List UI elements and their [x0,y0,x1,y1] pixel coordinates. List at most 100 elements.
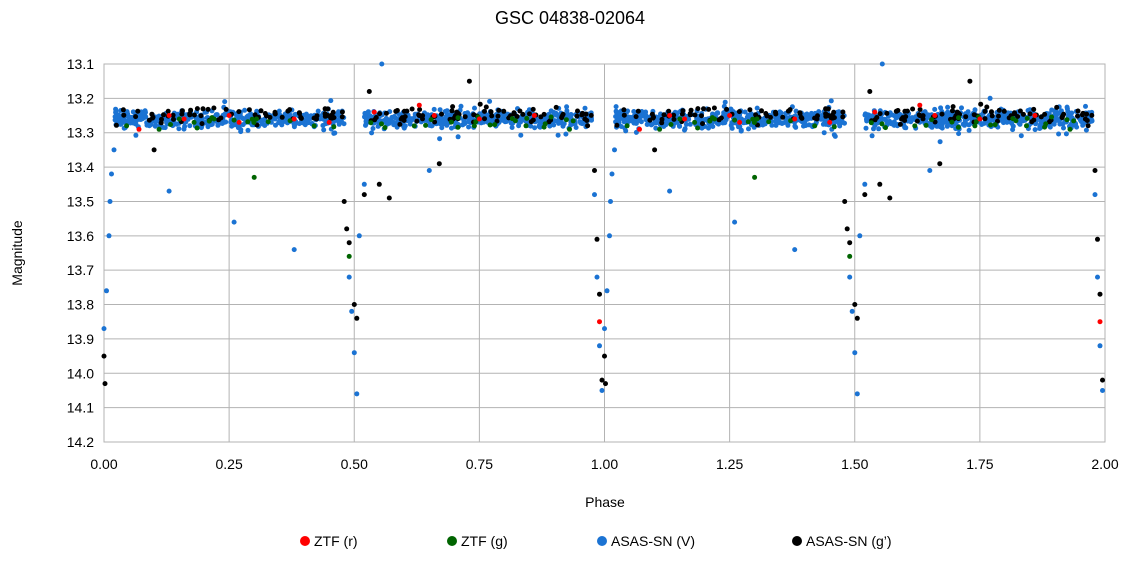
asas-sn-v-point [245,127,251,133]
asas-sn-g-point [477,101,483,107]
asas-sn-v-point [564,104,570,110]
asas-sn-g-point [829,112,835,118]
ztf-g-point [1042,124,1048,130]
ztf-g-point [251,174,257,180]
ztf-r-point [597,319,602,325]
ztf-g-point [695,125,701,131]
asas-sn-g-point [1027,111,1033,117]
asas-sn-v-point [426,168,432,173]
asas-sn-v-point [1083,103,1088,109]
ztf-g-point [448,119,454,125]
asas-sn-v-point [927,168,933,173]
asas-sn-g-point [594,236,600,242]
asas-sn-v-point [320,123,326,128]
asas-sn-g-point [635,108,641,114]
ztf-r-point [166,113,172,118]
ztf-g-point [487,122,493,128]
asas-sn-g-point [825,113,831,118]
ztf-g-point [411,123,417,129]
asas-sn-v-point [882,116,888,122]
asas-sn-v-point [379,61,385,67]
asas-sn-v-point [831,119,837,125]
asas-sn-g-point [297,111,303,117]
asas-sn-v-point [1053,113,1059,119]
x-tick-label: 2.00 [1091,456,1118,472]
legend-label: ZTF (r) [314,533,358,549]
asas-sn-v-point [390,119,396,125]
ztf-r-point [827,119,833,125]
asas-sn-v-point [683,121,689,127]
ztf-r-point [637,126,642,132]
asas-sn-g-point [910,106,916,112]
asas-sn-v-point [291,247,297,253]
y-axis-ticks: 13.1 13.2 13.3 13.4 13.5 13.6 13.7 13.8 13.9 14.0… [67,56,94,450]
asas-sn-g-point [495,113,501,119]
asas-sn-g-point [314,116,319,122]
asas-sn-v-point [732,219,738,225]
asas-sn-v-point [592,192,597,198]
ztf-g-point [455,124,461,130]
asas-sn-v-point [370,126,376,131]
asas-sn-g-point [170,112,176,118]
asas-sn-v-point [922,109,928,115]
asas-sn-g-point [603,381,608,387]
asas-sn-v-point [1083,127,1089,133]
asas-sn-v-point [589,117,594,123]
asas-sn-v-point [612,147,617,153]
asas-sn-v-point [555,132,561,138]
asas-sn-g-point [840,114,846,120]
asas-sn-g-point [680,108,686,114]
ztf-g-point [1064,117,1070,123]
asas-sn-v-point [143,114,148,120]
asas-sn-g-point [538,114,544,120]
asas-sn-g-point [298,115,304,121]
asas-sn-v-point [332,130,338,136]
ztf-r-point [531,113,537,118]
asas-sn-g-point [246,107,252,113]
asas-sn-g-point [584,118,590,123]
asas-sn-v-point [528,123,534,129]
ztf-r-point [727,113,733,118]
asas-sn-v-point [754,105,760,111]
asas-sn-g-point [963,114,969,120]
asas-sn-g-point [724,106,730,112]
asas-sn-v-point [563,131,569,137]
asas-sn-g-point [346,240,352,246]
asas-sn-v-point [943,113,949,119]
legend-label: ZTF (g) [461,533,508,549]
asas-sn-g-point [1097,291,1103,297]
ztf-g-point [191,119,197,125]
ztf-r-point [872,109,878,115]
legend-marker [300,536,310,546]
asas-sn-v-point [809,110,814,116]
asas-sn-v-point [127,117,133,123]
asas-sn-v-point [602,326,607,332]
asas-sn-v-point [437,136,443,142]
asas-sn-g-point [409,106,415,112]
asas-sn-v-point [1069,110,1075,116]
ztf-g-point [245,119,251,125]
ztf-r-point [416,102,422,108]
asas-sn-v-point [431,106,437,112]
asas-sn-g-point [488,109,494,115]
asas-sn-v-point [262,123,268,128]
ztf-g-point [541,124,547,130]
asas-sn-g-point [599,377,605,383]
asas-sn-v-point [956,131,962,137]
asas-sn-v-point [872,123,878,129]
asas-sn-v-point [801,123,806,129]
asas-sn-v-point [547,123,553,129]
asas-sn-v-point [722,99,728,105]
ztf-g-point [677,116,683,122]
asas-sn-v-point [328,98,334,104]
asas-sn-g-point [530,117,536,123]
ztf-r-point [226,113,232,118]
asas-sn-g-point [902,108,908,114]
asas-sn-v-point [832,133,838,139]
y-tick-label: 13.1 [67,56,94,72]
ztf-g-point [1049,114,1055,120]
asas-sn-v-point [259,117,265,123]
asas-sn-g-point [1031,117,1037,123]
x-tick-label: 1.75 [966,456,993,472]
asas-sn-v-point [613,114,619,119]
